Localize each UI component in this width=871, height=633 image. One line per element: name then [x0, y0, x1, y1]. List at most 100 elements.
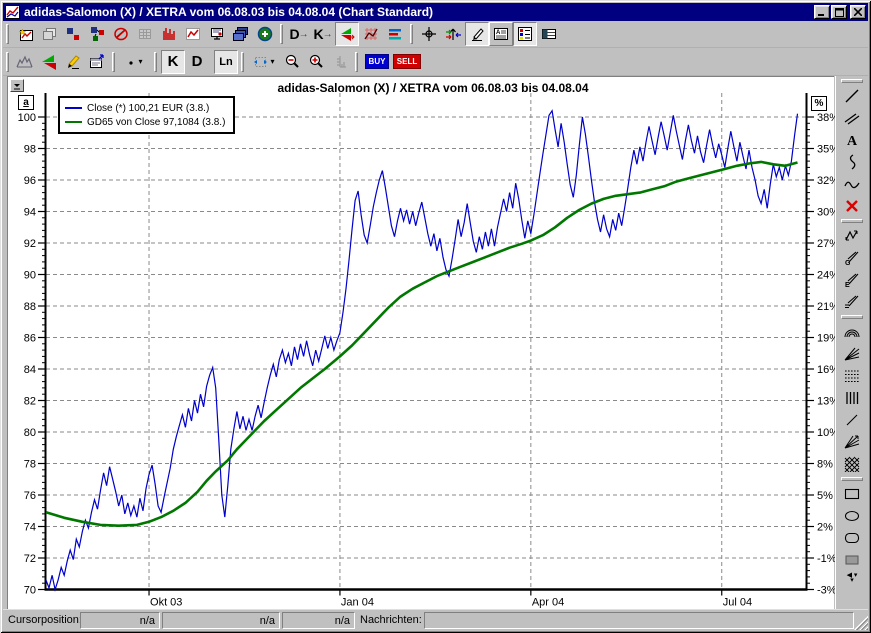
toolbar-grip[interactable] [841, 219, 863, 223]
legend-item-close: Close (*) 100,21 EUR (3.8.) [65, 101, 225, 115]
news-label: Nachrichten: [360, 614, 422, 626]
chart-plot-area[interactable]: 10038%9835%9632%9430%9227%9024%8821%8619… [8, 77, 835, 610]
svg-text:86: 86 [24, 333, 36, 345]
svg-text:A: A [496, 30, 501, 36]
shift-arrows-button[interactable] [441, 22, 465, 46]
svg-text:70: 70 [24, 585, 36, 597]
triangles-button[interactable] [37, 50, 61, 74]
zoom-in-button[interactable] [304, 50, 328, 74]
layout-split-button[interactable] [537, 22, 561, 46]
toolbar-grip[interactable] [841, 79, 863, 83]
toolbar-grip[interactable] [410, 24, 413, 44]
gd65-line-swatch [65, 121, 82, 123]
grid-chart-button[interactable] [359, 22, 383, 46]
line-tool-button[interactable] [838, 85, 866, 107]
marker-pen-button[interactable] [61, 50, 85, 74]
vertical-lines-tool-button[interactable] [838, 387, 866, 409]
svg-text:-3%: -3% [817, 585, 835, 597]
presentation-button[interactable] [205, 22, 229, 46]
maximize-button[interactable] [831, 5, 847, 19]
toolbar-grip[interactable] [112, 52, 115, 72]
toolbar-scroll-arrows[interactable]: ◀ ▾▾ [847, 573, 858, 583]
svg-text:Apr 04: Apr 04 [532, 597, 564, 609]
speed-fan-tool-button[interactable] [838, 431, 866, 453]
retracement-tool-button[interactable] [838, 365, 866, 387]
text-block-button[interactable]: A [489, 22, 513, 46]
data-table-button[interactable] [133, 22, 157, 46]
diagonal-tool-button[interactable] [838, 409, 866, 431]
indicator-lines-button[interactable] [383, 22, 407, 46]
text-tool-icon: A [843, 132, 861, 148]
fan-lines-tool-button[interactable] [838, 343, 866, 365]
crosshatch-tool-button[interactable] [838, 453, 866, 475]
data-squares-button[interactable] [61, 22, 85, 46]
window-stack-button[interactable] [229, 22, 253, 46]
svg-text:24%: 24% [817, 270, 835, 282]
detail-chart-d-button[interactable]: D [185, 50, 209, 74]
fibo-pencil-tool-button[interactable] [838, 291, 866, 313]
app-icon [5, 5, 20, 19]
minimize-button[interactable] [814, 5, 830, 19]
flow-squares-button[interactable] [85, 22, 109, 46]
toolbar-grip[interactable] [355, 52, 358, 72]
svg-text:38%: 38% [817, 112, 835, 124]
detail-d-button[interactable]: D→ [287, 22, 311, 46]
trend-tool-button[interactable] [838, 225, 866, 247]
triangles-icon [41, 54, 58, 70]
candle-k-button[interactable]: K [161, 50, 185, 74]
line-width-button[interactable]: ▾ [119, 50, 151, 74]
line-chart-button[interactable] [181, 22, 205, 46]
parallel-lines-tool-button[interactable] [838, 107, 866, 129]
cursor-field-3: n/a [282, 612, 355, 629]
toolbar-grip[interactable] [6, 52, 9, 72]
elliott-tool-button[interactable]: E [838, 269, 866, 291]
no-edit-button[interactable] [109, 22, 133, 46]
copy-pages-button[interactable] [37, 22, 61, 46]
gann-tool-button[interactable]: G [838, 247, 866, 269]
toolbar-grip[interactable] [154, 52, 157, 72]
left-axis-mode-button[interactable]: a [18, 95, 34, 110]
zoom-out-button[interactable] [280, 50, 304, 74]
right-axis-mode-button[interactable]: % [811, 96, 827, 111]
legend-list-button[interactable] [513, 22, 537, 46]
bar-spacing-icon [253, 55, 269, 69]
rounded-rect-tool-button[interactable] [838, 527, 866, 549]
compare-triangles-button[interactable] [335, 22, 359, 46]
buy-button[interactable]: BUY [362, 50, 392, 74]
detail-k-button[interactable]: K→ [311, 22, 335, 46]
wave-tool-icon [843, 176, 861, 192]
axis-scale-button[interactable] [328, 50, 352, 74]
text-tool-button[interactable]: A [838, 129, 866, 151]
new-chart-button[interactable] [13, 22, 37, 46]
close-button[interactable] [850, 5, 866, 19]
svg-text:32%: 32% [817, 175, 835, 187]
svg-text:30%: 30% [817, 207, 835, 219]
resize-grip[interactable] [854, 616, 868, 630]
crosshair-button[interactable] [417, 22, 441, 46]
filled-rect-tool-button[interactable] [838, 549, 866, 571]
toolbar-grip[interactable] [841, 315, 863, 319]
line-width-icon [127, 57, 137, 67]
toolbar-grip[interactable] [6, 24, 9, 44]
chart-legend[interactable]: Close (*) 100,21 EUR (3.8.) GD65 von Clo… [58, 96, 235, 134]
draw-pencil-button[interactable] [465, 22, 489, 46]
properties-button[interactable] [85, 50, 109, 74]
sell-button[interactable]: SELL [392, 50, 422, 74]
arcs-tool-button[interactable] [838, 321, 866, 343]
histogram-button[interactable] [157, 22, 181, 46]
rectangle-tool-button[interactable] [838, 483, 866, 505]
toolbar-grip[interactable] [241, 52, 244, 72]
bar-spacing-button[interactable]: ▾ [248, 50, 280, 74]
collapse-chart-button[interactable] [10, 79, 24, 92]
toolbar-grip[interactable] [841, 477, 863, 481]
delete-tool-button[interactable] [838, 195, 866, 217]
wave-tool-button[interactable] [838, 173, 866, 195]
ellipse-tool-button[interactable] [838, 505, 866, 527]
svg-text:74: 74 [24, 522, 36, 534]
zigzag-tool-button[interactable] [838, 151, 866, 173]
mountain-chart-button[interactable] [13, 50, 37, 74]
add-item-button[interactable] [253, 22, 277, 46]
title-bar[interactable]: adidas-Salomon (X) / XETRA vom 06.08.03 … [3, 3, 868, 21]
log-scale-ln-button[interactable]: Ln [214, 50, 238, 74]
toolbar-grip[interactable] [280, 24, 283, 44]
